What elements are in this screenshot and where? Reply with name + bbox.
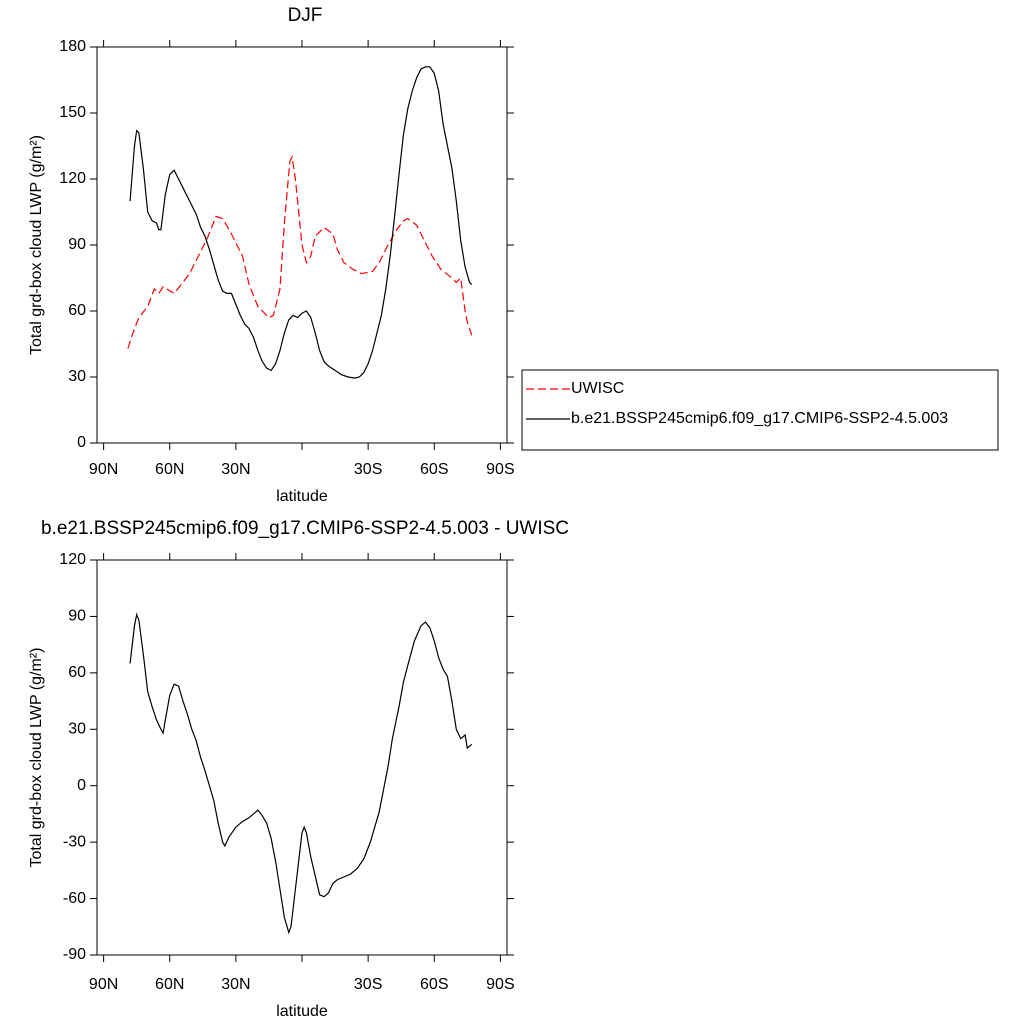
legend-label: b.e21.BSSP245cmip6.f09_g17.CMIP6-SSP2-4.… — [571, 410, 948, 427]
y-tick-label: 90 — [68, 608, 86, 625]
y-axis-label: Total grd-box cloud LWP (g/m²) — [28, 135, 45, 355]
x-tick-label: 60N — [155, 461, 184, 478]
y-tick-label: 0 — [77, 777, 86, 794]
y-tick-label: 30 — [68, 368, 86, 385]
y-tick-label: -90 — [63, 946, 86, 963]
x-tick-label: 30S — [354, 461, 382, 478]
y-tick-label: 60 — [68, 302, 86, 319]
y-tick-label: 180 — [59, 38, 86, 55]
data-line — [129, 612, 473, 935]
x-tick-label: 60S — [420, 976, 448, 993]
x-tick-label: 90N — [89, 976, 118, 993]
data-line — [129, 66, 473, 379]
x-tick-label: 30N — [221, 461, 250, 478]
x-tick-label: 30S — [354, 976, 382, 993]
x-tick-label: 30N — [221, 976, 250, 993]
y-tick-label: 0 — [77, 434, 86, 451]
chart-title: DJF — [288, 5, 323, 26]
y-tick-label: -30 — [63, 833, 86, 850]
y-tick-label: -60 — [63, 890, 86, 907]
plot-frame — [96, 559, 508, 956]
legend-label: UWISC — [571, 380, 624, 397]
y-tick-label: 60 — [68, 664, 86, 681]
x-tick-label: 60N — [155, 976, 184, 993]
y-tick-label: 120 — [59, 170, 86, 187]
y-tick-label: 150 — [59, 104, 86, 121]
data-line — [127, 155, 473, 349]
y-tick-label: 90 — [68, 236, 86, 253]
y-axis-label: Total grd-box cloud LWP (g/m²) — [28, 648, 45, 868]
x-tick-label: 90S — [486, 976, 514, 993]
legend-box — [521, 369, 999, 451]
x-tick-label: 60S — [420, 461, 448, 478]
x-axis-label: latitude — [276, 488, 328, 505]
x-tick-label: 90S — [486, 461, 514, 478]
y-tick-label: 30 — [68, 721, 86, 738]
chart-title: b.e21.BSSP245cmip6.f09_g17.CMIP6-SSP2-4.… — [41, 518, 569, 539]
x-tick-label: 90N — [89, 461, 118, 478]
y-tick-label: 120 — [59, 551, 86, 568]
x-axis-label: latitude — [276, 1003, 328, 1020]
